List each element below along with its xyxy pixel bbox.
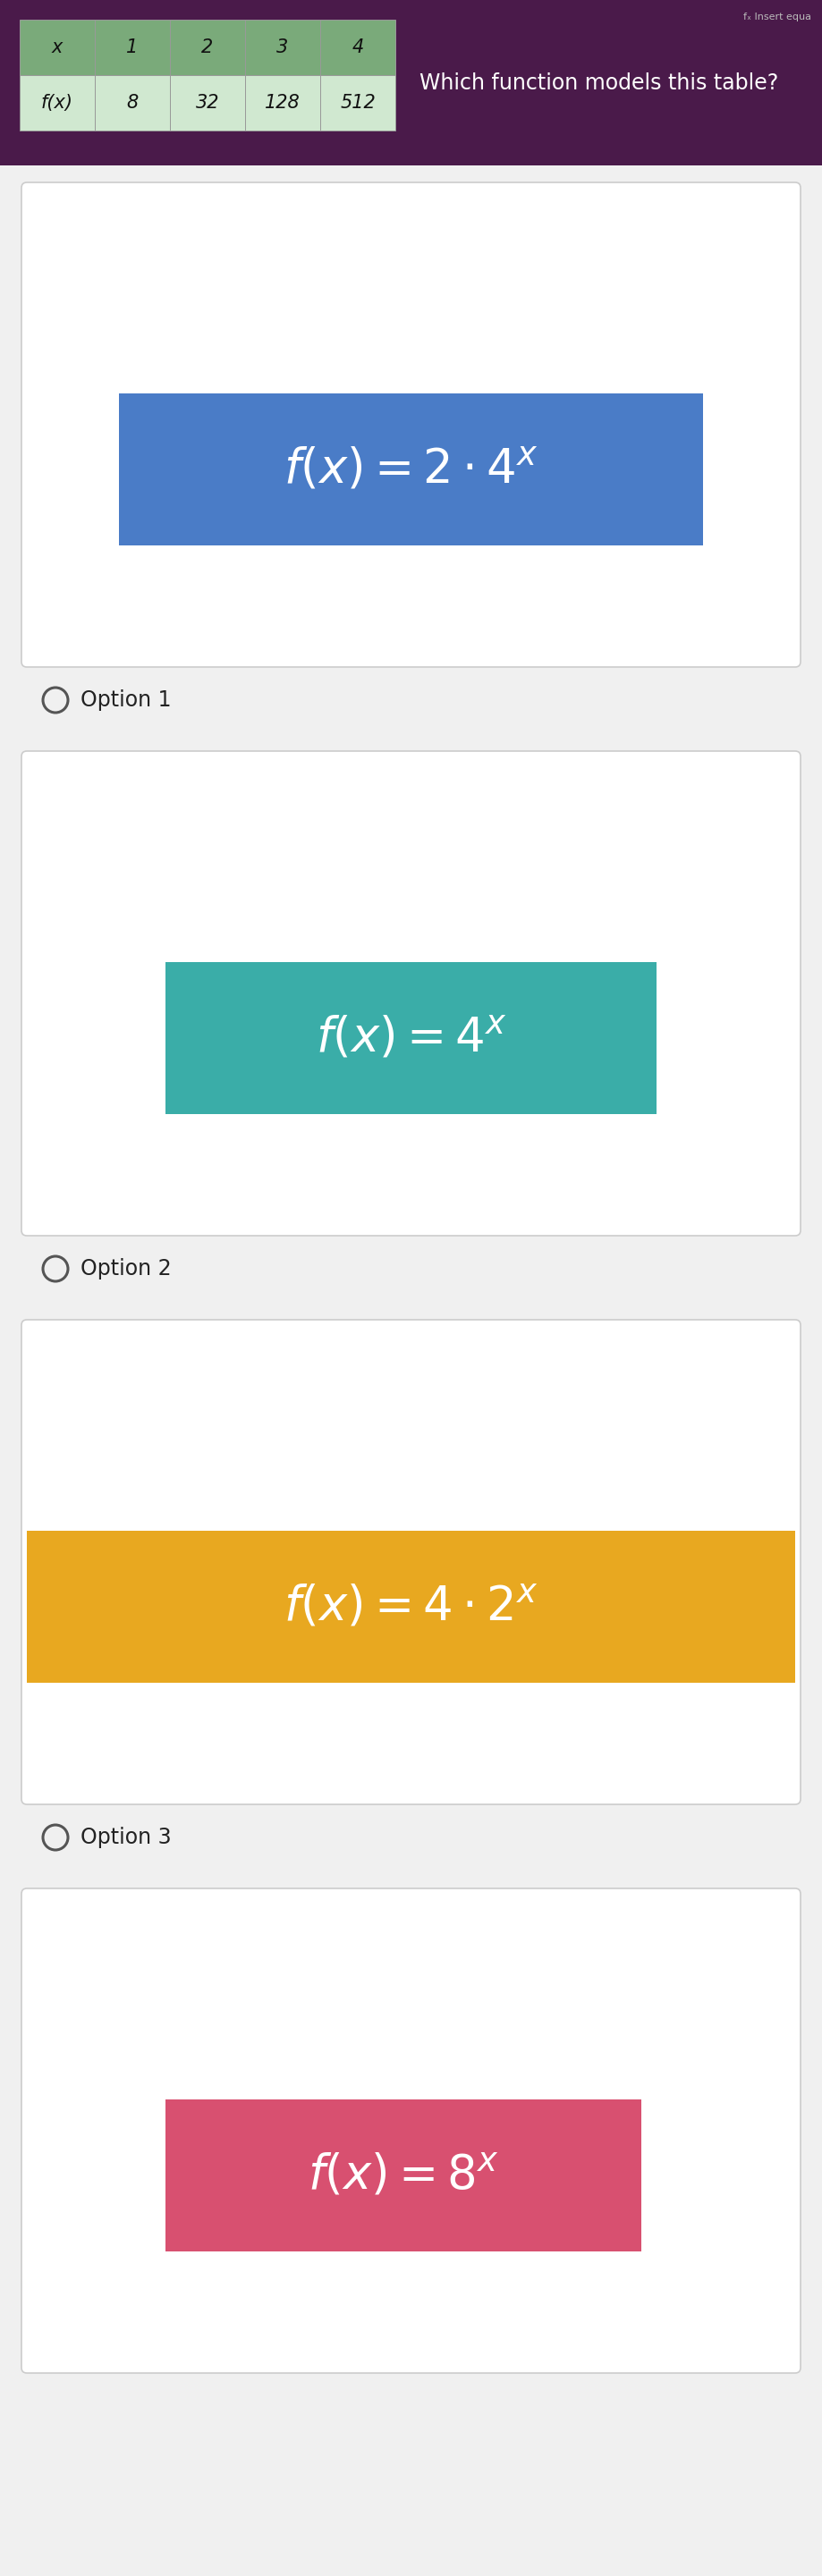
FancyBboxPatch shape [21,1888,801,2372]
FancyBboxPatch shape [245,75,321,131]
Text: $f (x) = 4^{x}$: $f (x) = 4^{x}$ [316,1015,506,1061]
FancyBboxPatch shape [170,75,245,131]
FancyBboxPatch shape [20,75,95,131]
Text: f(x): f(x) [41,93,73,111]
Text: x: x [52,39,62,57]
FancyBboxPatch shape [95,21,170,75]
FancyBboxPatch shape [0,0,822,165]
Text: $f (x) = 4 \cdot 2^{x}$: $f (x) = 4 \cdot 2^{x}$ [284,1584,538,1631]
Text: fₓ Insert equa: fₓ Insert equa [743,13,811,21]
FancyBboxPatch shape [20,21,95,75]
Text: 512: 512 [340,93,376,111]
FancyBboxPatch shape [119,394,703,546]
Text: 1: 1 [127,39,138,57]
Text: 4: 4 [352,39,363,57]
Text: 32: 32 [196,93,219,111]
Text: 128: 128 [265,93,300,111]
FancyBboxPatch shape [21,183,801,667]
FancyBboxPatch shape [95,75,170,131]
FancyBboxPatch shape [21,1319,801,1803]
Text: Option 1: Option 1 [81,690,171,711]
FancyBboxPatch shape [27,1530,795,1682]
Text: 3: 3 [277,39,289,57]
FancyBboxPatch shape [321,75,395,131]
FancyBboxPatch shape [165,2099,641,2251]
Text: $f (x) = 2 \cdot 4^{x}$: $f (x) = 2 \cdot 4^{x}$ [284,446,538,492]
Text: $f (x) = 8^{x}$: $f (x) = 8^{x}$ [307,2154,499,2197]
FancyBboxPatch shape [21,752,801,1236]
FancyBboxPatch shape [170,21,245,75]
FancyBboxPatch shape [321,21,395,75]
Text: Option 3: Option 3 [81,1826,172,1847]
Text: Option 2: Option 2 [81,1257,172,1280]
FancyBboxPatch shape [245,21,321,75]
FancyBboxPatch shape [165,961,657,1113]
Text: 8: 8 [127,93,138,111]
Text: 2: 2 [201,39,214,57]
Text: Which function models this table?: Which function models this table? [420,72,778,93]
